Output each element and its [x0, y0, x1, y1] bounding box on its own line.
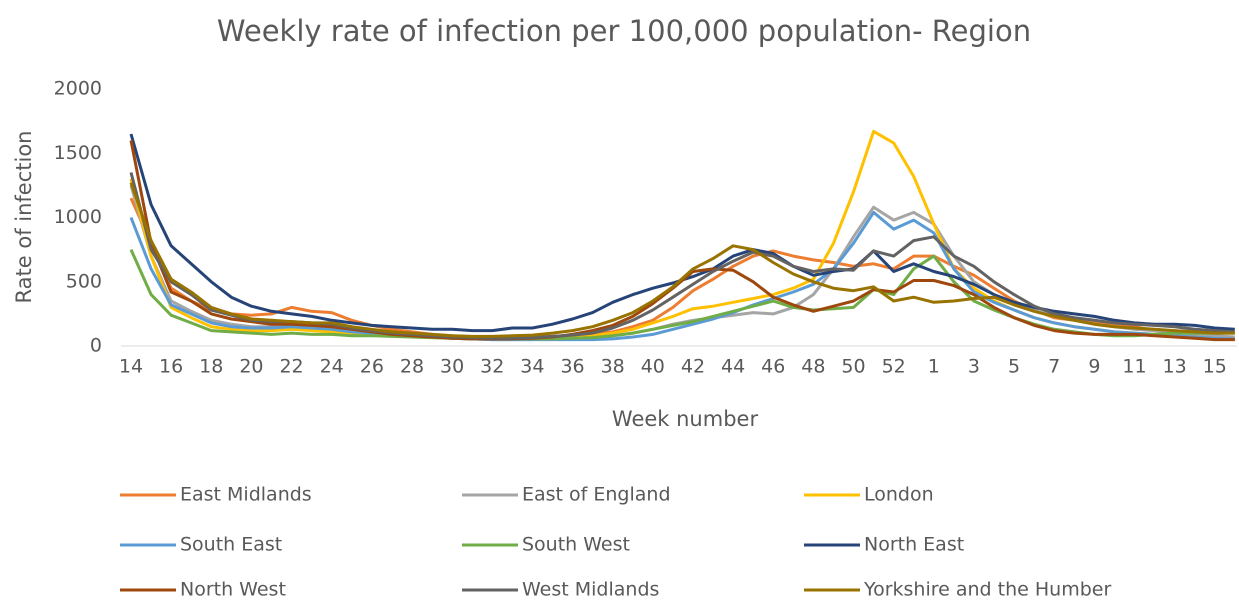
x-tick-label: 13 [1163, 356, 1187, 378]
legend-label: Yorkshire and the Humber [863, 579, 1111, 601]
y-tick-label: 500 [66, 270, 102, 292]
series-line [129, 210, 1235, 342]
x-axis-label: Week number [612, 407, 759, 431]
series-line [129, 182, 1235, 338]
x-tick-label: 22 [279, 356, 303, 378]
x-tick-label: 11 [1122, 356, 1146, 378]
legend-label: South West [522, 534, 630, 556]
x-tick-label: 44 [721, 356, 745, 378]
legend-label: East of England [522, 484, 671, 506]
x-tick-label: 20 [239, 356, 263, 378]
x-tick-label: 9 [1088, 356, 1100, 378]
x-tick-label: 1 [928, 356, 940, 378]
y-tick-label: 1000 [54, 206, 102, 228]
x-tick-label: 52 [882, 356, 906, 378]
legend-label: London [864, 484, 934, 506]
y-tick-label: 1500 [54, 142, 102, 164]
chart-title: Weekly rate of infection per 100,000 pop… [217, 14, 1031, 48]
x-tick-label: 42 [681, 356, 705, 378]
legend-label: South East [180, 534, 282, 556]
x-tick-label: 50 [841, 356, 865, 378]
x-tick-label: 32 [480, 356, 504, 378]
legend-label: West Midlands [522, 579, 659, 601]
x-tick-label: 7 [1048, 356, 1060, 378]
x-tick-label: 34 [520, 356, 544, 378]
x-tick-label: 28 [400, 356, 424, 378]
legend-label: North West [180, 579, 286, 601]
x-tick-label: 18 [199, 356, 223, 378]
x-tick-label: 40 [641, 356, 665, 378]
x-tick-label: 48 [801, 356, 825, 378]
legend-label: East Midlands [180, 484, 312, 506]
x-tick-label: 38 [601, 356, 625, 378]
x-tick-label: 30 [440, 356, 464, 378]
x-tick-label: 24 [320, 356, 344, 378]
x-tick-label: 26 [360, 356, 384, 378]
x-tick-label: 5 [1008, 356, 1020, 378]
x-tick-label: 36 [560, 356, 584, 378]
x-tick-label: 46 [761, 356, 785, 378]
x-tick-label: 15 [1203, 356, 1227, 378]
x-tick-label: 3 [968, 356, 980, 378]
x-tick-label: 14 [119, 356, 143, 378]
series-line [129, 133, 1235, 333]
y-axis-label: Rate of infection [12, 131, 36, 304]
y-tick-label: 2000 [54, 78, 102, 100]
x-tick-label: 16 [159, 356, 183, 378]
y-tick-label: 0 [90, 335, 102, 357]
legend-label: North East [864, 534, 964, 556]
